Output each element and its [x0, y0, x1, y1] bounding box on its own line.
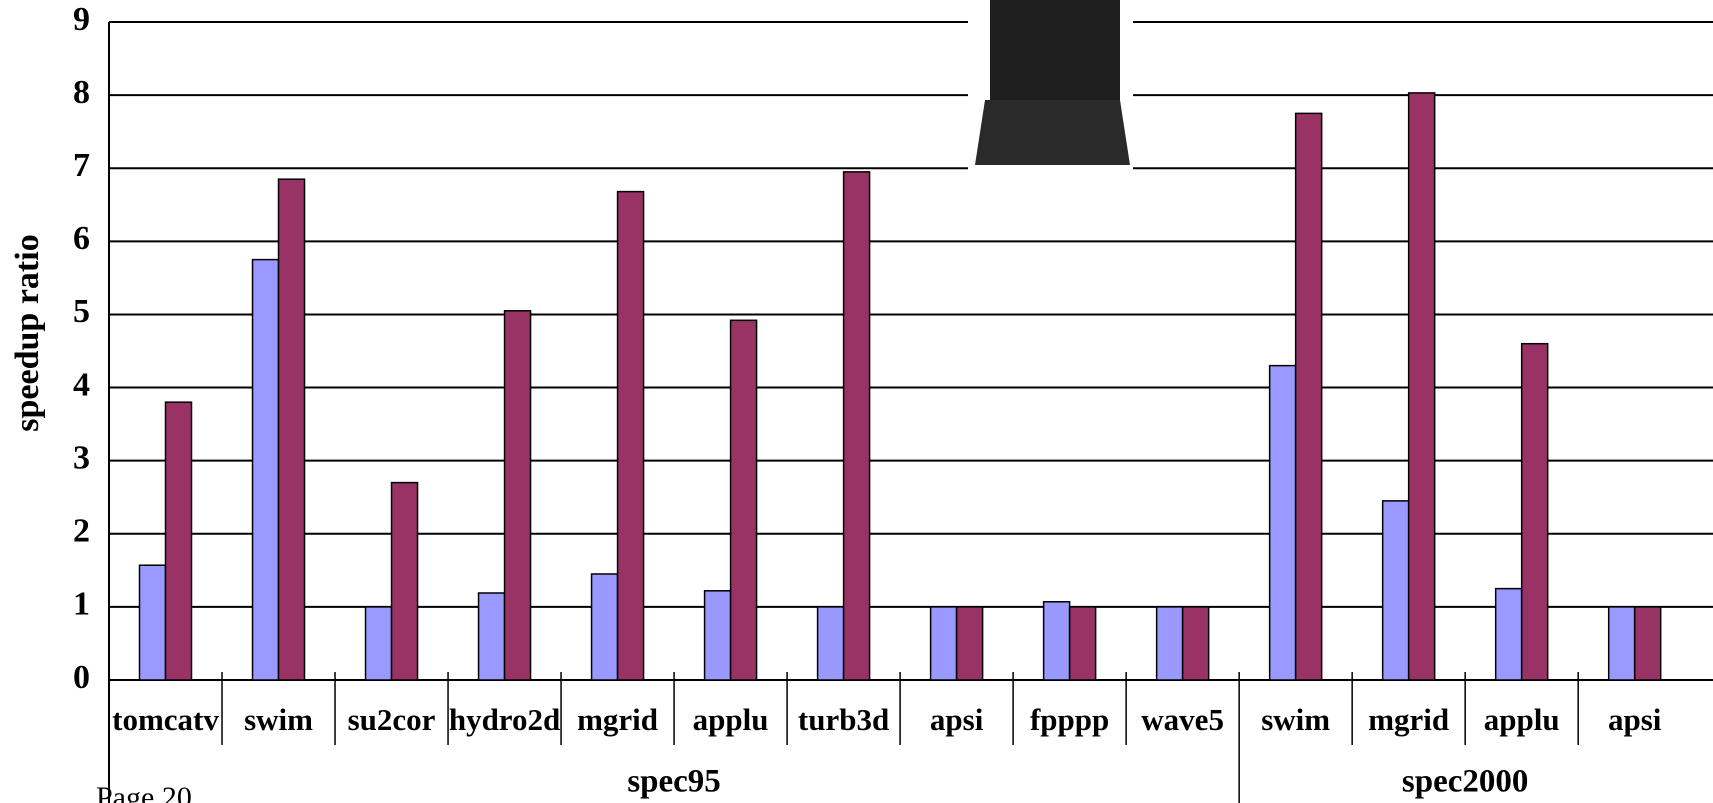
bar	[590, 573, 619, 681]
bar	[138, 564, 167, 681]
x-tick-label: mgrid	[577, 702, 658, 737]
y-tick-label: 6	[73, 220, 90, 257]
x-tick-label: swim	[1261, 702, 1330, 737]
x-tick-label: fpppp	[1030, 702, 1109, 737]
bar	[729, 319, 758, 681]
bar	[955, 606, 984, 681]
x-tick-label: tomcatv	[112, 702, 219, 737]
bar	[703, 590, 732, 681]
x-tick-label: swim	[244, 702, 313, 737]
bar	[1520, 342, 1549, 681]
x-tick-label: applu	[1484, 702, 1560, 737]
x-tick-label: mgrid	[1368, 702, 1449, 737]
server-base	[975, 100, 1130, 165]
bar	[842, 171, 871, 681]
page-label: Page 20	[96, 781, 192, 803]
x-tick-label: applu	[693, 702, 769, 737]
bar	[390, 481, 419, 681]
bar	[929, 606, 958, 681]
bar	[1268, 364, 1297, 681]
y-tick-label: 3	[73, 439, 90, 476]
x-tick-label: turb3d	[798, 702, 889, 737]
bar	[1381, 500, 1410, 681]
x-tick-label: hydro2d	[449, 702, 560, 737]
y-tick-label: 0	[73, 659, 90, 696]
x-tick-label: su2cor	[348, 702, 436, 737]
bar	[1294, 112, 1323, 681]
group-label: spec2000	[1402, 764, 1529, 800]
y-axis-title: speedup ratio	[9, 234, 46, 431]
bar	[1494, 587, 1523, 681]
bar	[1042, 601, 1071, 681]
bar	[1181, 606, 1210, 681]
bar	[816, 606, 845, 681]
y-tick-label: 5	[73, 293, 90, 330]
bar	[616, 190, 645, 681]
y-tick-label: 8	[73, 74, 90, 111]
bar	[1068, 606, 1097, 681]
y-tick-label: 2	[73, 513, 90, 550]
y-tick-label: 1	[73, 586, 90, 623]
x-tick-label: apsi	[930, 702, 984, 737]
bar	[164, 401, 193, 681]
group-label: spec95	[627, 764, 721, 800]
x-tick-label: apsi	[1608, 702, 1662, 737]
bar	[364, 606, 393, 681]
bar	[277, 178, 306, 681]
bar	[1607, 606, 1636, 681]
bar	[251, 258, 280, 681]
bar	[1155, 606, 1184, 681]
y-tick-label: 7	[73, 147, 90, 184]
bar	[503, 310, 532, 681]
x-tick-label: wave5	[1141, 702, 1224, 737]
bar	[1633, 606, 1662, 681]
bar	[1407, 92, 1436, 681]
bar	[477, 592, 506, 681]
y-tick-label: 9	[73, 1, 90, 38]
y-tick-label: 4	[73, 366, 90, 403]
